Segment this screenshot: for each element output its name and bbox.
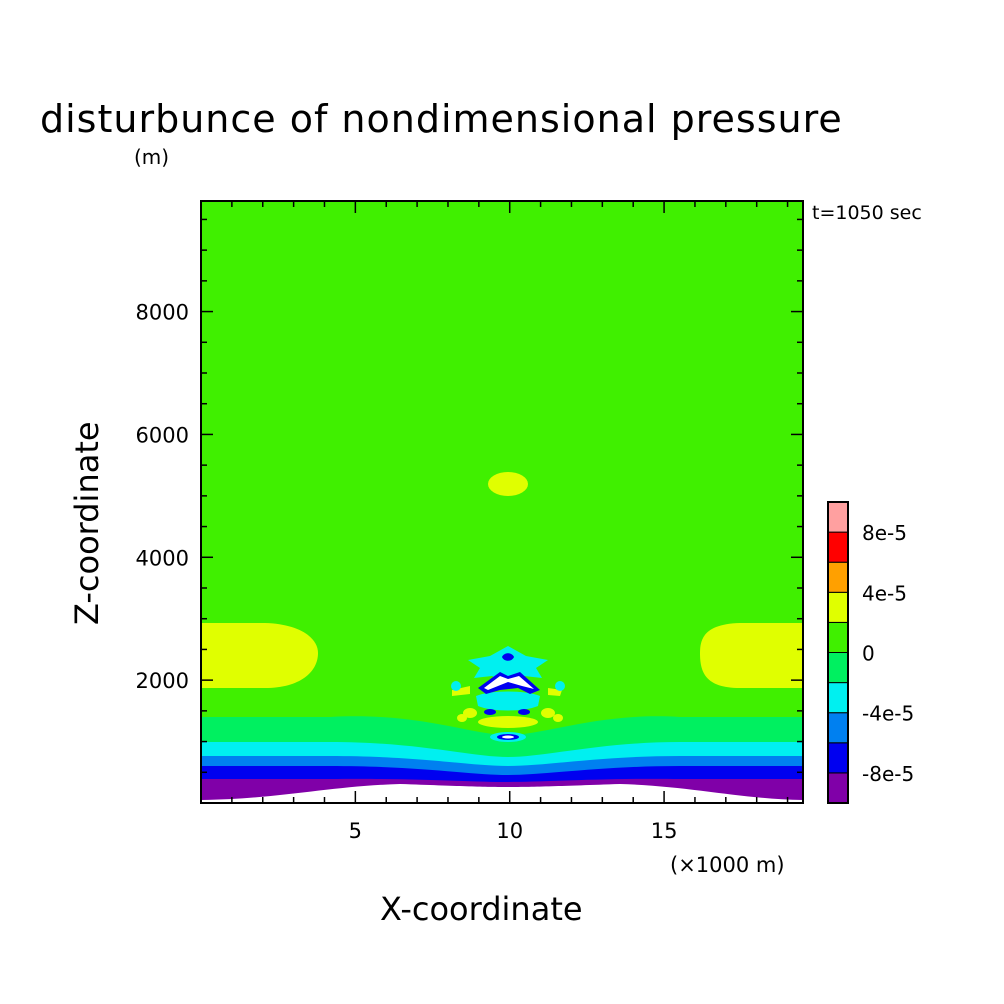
colorbar-label: -8e-5 [862,762,914,786]
colorbar-swatch [827,561,849,593]
cyan-cell-right [555,681,565,691]
y-tick-label: 2000 [136,669,189,693]
main-core-ring [478,672,540,694]
colorbar-swatch [827,531,849,563]
colorbar-swatch [827,742,849,774]
x-axis-ticks: 5 10 15 [231,201,789,843]
lower-core-white [502,735,514,739]
cyan-star [468,646,548,684]
y-tick-label: 4000 [136,546,189,570]
yellow-cell-b [463,708,477,718]
x-tick-label: 5 [349,819,362,843]
colorbar-swatch [827,591,849,623]
surface-white-gap [201,784,803,803]
x-tick-label: 10 [496,819,523,843]
x-axis-unit: (×1000 m) [670,853,785,877]
colorbar-swatch [827,652,849,684]
yellow-cell-e [553,714,563,722]
colorbar-swatch [827,772,849,804]
x-axis-label: X-coordinate [380,890,583,928]
time-label: t=1050 sec [812,202,922,224]
colorbar-swatch [827,682,849,714]
contour-field [201,201,803,803]
central-disturbance [451,646,565,742]
mid-core-b [518,709,530,715]
colorbar-label: 4e-5 [862,581,907,605]
plot-frame [200,200,804,804]
upper-positive-cell [488,472,528,496]
unit-label: (m) [134,145,169,169]
colorbar-frame [827,501,849,804]
mid-core-a [484,709,496,715]
colorbar-label: 8e-5 [862,521,907,545]
yellow-cell-a [478,716,538,728]
colorbar: 8e-5 4e-5 0 -4e-5 -8e-5 [827,501,914,804]
yellow-cell-d [457,714,467,722]
y-axis-ticks: 2000 4000 6000 8000 [136,218,803,774]
cyan-cell-left [451,681,461,691]
y-tick-label: 6000 [136,423,189,447]
y-axis-label: Z-coordinate [68,421,106,625]
x-tick-label: 15 [651,819,678,843]
colorbar-swatch [827,712,849,744]
field-background [201,201,803,803]
left-positive-lobe [201,623,318,688]
colorbar-label: 0 [862,642,875,666]
chart-title: disturbunce of nondimensional pressure [40,97,843,141]
yellow-band-upper [452,686,470,696]
yellow-cell-c [541,708,555,718]
colorbar-swatch [827,621,849,654]
colorbar-swatch [827,501,849,533]
colorbar-label: -4e-5 [862,702,914,726]
cyan-band [476,691,540,711]
right-positive-lobe [700,623,803,688]
upper-core-ring [502,653,514,661]
y-tick-label: 8000 [136,301,189,325]
main-core-white [484,676,534,690]
